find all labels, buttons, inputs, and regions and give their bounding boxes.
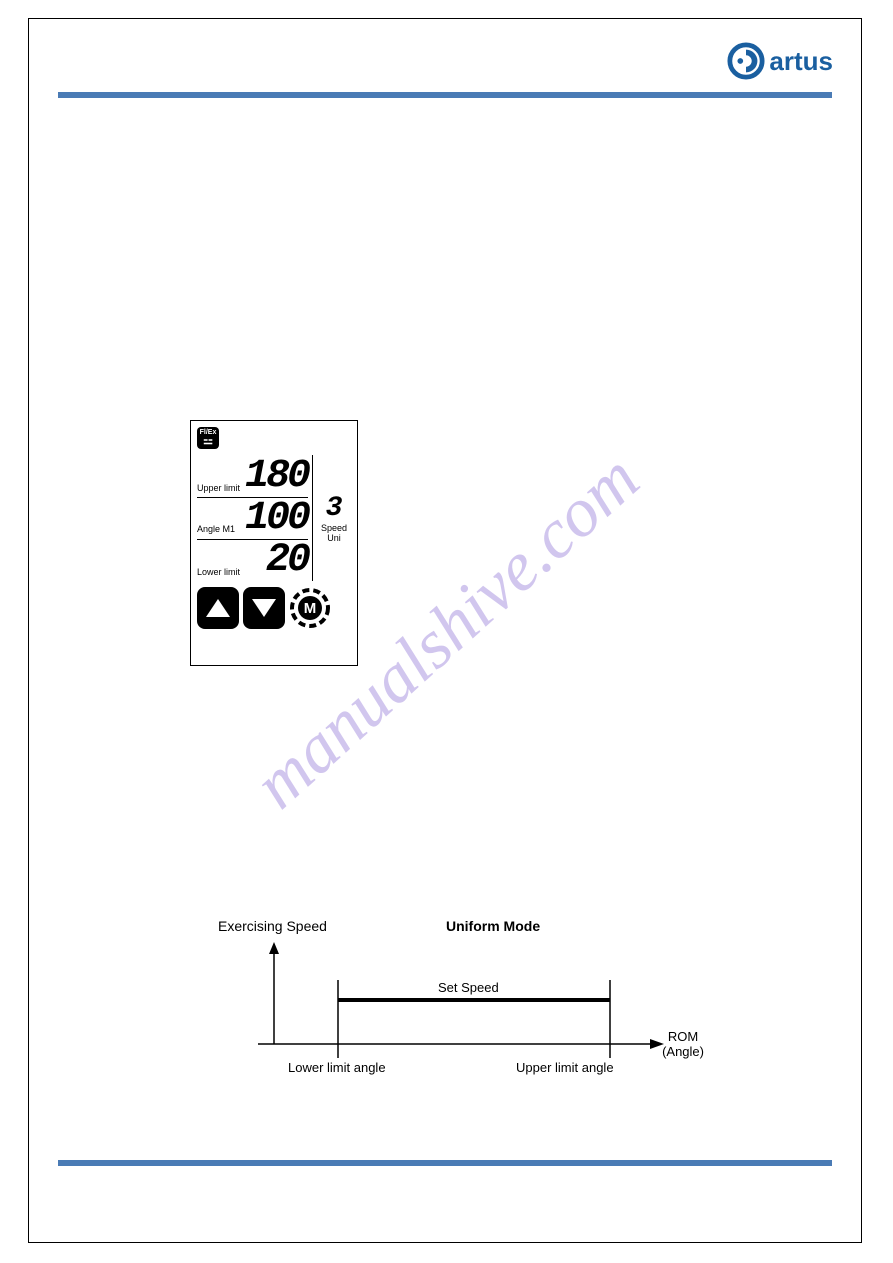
arrow-down-icon bbox=[252, 599, 276, 617]
header-rule bbox=[58, 92, 832, 98]
set-speed-label: Set Speed bbox=[438, 980, 499, 995]
graph-ylabel: Exercising Speed bbox=[218, 918, 327, 934]
graph-svg bbox=[218, 940, 678, 1070]
lower-limit-row: Lower limit 20 bbox=[197, 539, 308, 581]
upper-limit-value: 180 bbox=[245, 457, 308, 497]
speed-label-2: Uni bbox=[327, 534, 341, 544]
lcd-buttons: M bbox=[197, 587, 351, 629]
readings-column: Upper limit 180 Angle M1 100 Lower limit… bbox=[197, 455, 308, 581]
speed-value: 3 bbox=[326, 493, 343, 524]
svg-text:M: M bbox=[304, 600, 317, 617]
angle-row: Angle M1 100 bbox=[197, 497, 308, 539]
down-button[interactable] bbox=[243, 587, 285, 629]
upper-limit-angle-label: Upper limit angle bbox=[516, 1060, 614, 1075]
up-button[interactable] bbox=[197, 587, 239, 629]
angle-value: 100 bbox=[245, 499, 308, 539]
x-axis-label-l2: (Angle) bbox=[662, 1044, 704, 1059]
x-axis-label: ROM (Angle) bbox=[662, 1030, 704, 1060]
person-icon: ⚍ bbox=[203, 436, 213, 447]
brand-name: artus bbox=[769, 46, 833, 77]
graph-title: Uniform Mode bbox=[446, 918, 540, 934]
x-axis-label-l1: ROM bbox=[668, 1029, 698, 1044]
upper-limit-label: Upper limit bbox=[197, 483, 245, 497]
lower-limit-angle-label: Lower limit angle bbox=[288, 1060, 386, 1075]
uniform-mode-graph: Exercising Speed Uniform Mode Set Speed … bbox=[218, 918, 698, 1088]
lower-limit-label: Lower limit bbox=[197, 567, 245, 581]
mode-icon: M bbox=[289, 587, 331, 629]
logo-icon bbox=[727, 42, 765, 80]
lower-limit-value: 20 bbox=[245, 541, 308, 581]
footer-rule bbox=[58, 1160, 832, 1166]
upper-limit-row: Upper limit 180 bbox=[197, 455, 308, 497]
lcd-device: Fl/Ex ⚍ Upper limit 180 Angle M1 100 Low… bbox=[190, 420, 358, 666]
brand-logo: artus bbox=[727, 42, 833, 80]
mode-button[interactable]: M bbox=[289, 587, 331, 629]
speed-box: 3 Speed Uni bbox=[312, 455, 351, 581]
arrow-up-icon bbox=[206, 599, 230, 617]
flex-ex-icon: Fl/Ex ⚍ bbox=[197, 427, 219, 449]
angle-label: Angle M1 bbox=[197, 525, 245, 539]
